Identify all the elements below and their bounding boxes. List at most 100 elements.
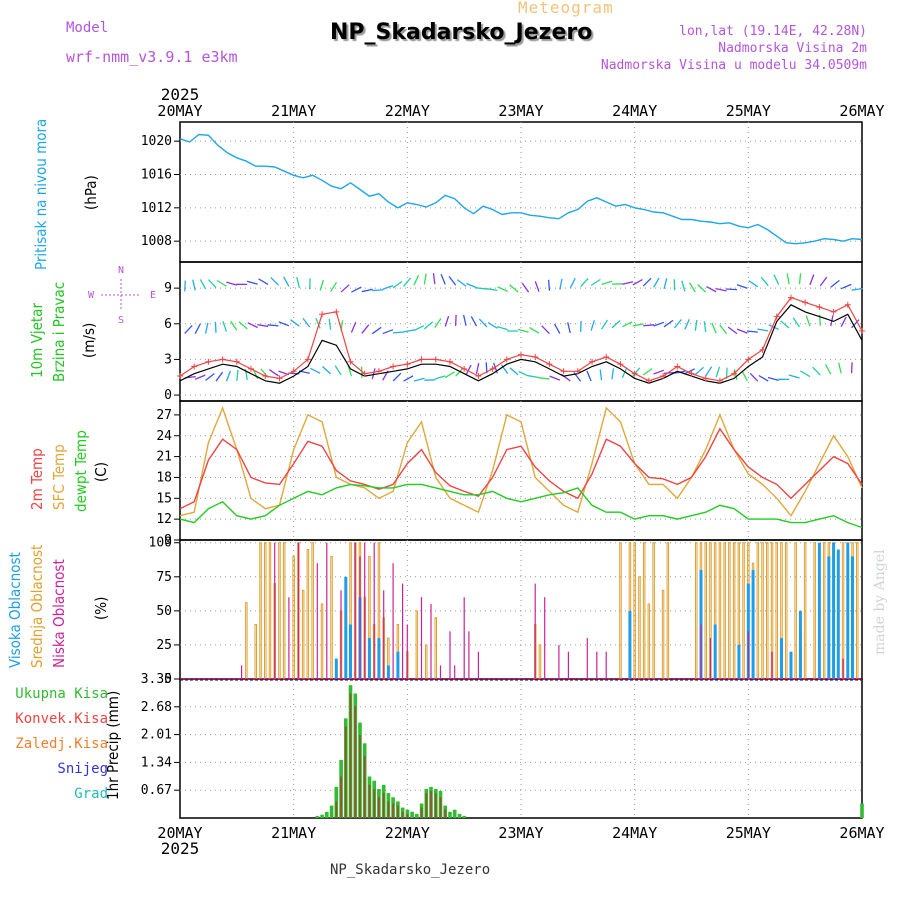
cloud-bar-high [396,651,400,679]
wind-arrow [547,279,551,291]
ytick-label-precip: 3.35 [141,672,172,687]
cloud-bar-low [544,597,546,679]
wind-gust-marker [660,373,667,380]
compass-cross [101,279,141,311]
wind-arrow [653,369,665,375]
cloud-bar-low [454,665,456,679]
wind-gust-marker [290,368,297,375]
precip-bar-total [405,809,410,818]
ytick-label-precip: 0.67 [141,783,172,798]
wind-arrow [715,287,727,292]
cloud-bar-high [367,638,371,679]
wind-arrow [382,329,394,335]
compass-e: E [150,290,156,301]
cloud-bar-mid [822,542,826,680]
wind-gust-marker [205,358,212,365]
cloud-bar-low [430,604,432,679]
wind-gust-marker [475,373,482,380]
wind-gust-marker [262,373,269,380]
cloud-bar-mid [652,542,655,680]
wind-arrow [673,319,682,329]
wind-gust-marker [716,377,723,384]
cloud-bar-low [354,542,356,679]
precip-bar-conv [434,793,437,818]
cloud-bar-low [596,651,598,679]
wind-arrow [509,367,519,376]
xtick-label-top: 22MAY [385,102,430,120]
precip-bar-conv [406,813,409,818]
wind-gust-marker [674,363,681,370]
cloud-bar-high [386,665,390,679]
cloud-bar-mid [415,610,419,680]
wind-arrow [466,282,477,289]
wind-arrow [780,320,790,329]
legend-conv-rain: Konvek.Kisa [15,711,108,727]
cloud-bar-low [605,651,607,679]
cloud-bar-mid [661,589,665,680]
cloud-bar-low [359,556,361,679]
precip-bar-conv [425,793,428,818]
wind-gust-marker [532,354,539,361]
wind-arrow [267,324,279,327]
wind-arrow [497,286,509,293]
wind-gust-marker [546,361,553,368]
ytick-label-temperature: 9 [164,533,172,548]
compass-w: W [88,290,95,301]
wind-arrow [727,326,738,335]
precip-bar-conv [344,726,347,818]
ytick-label-pressure: 1008 [141,234,172,249]
wind-arrow [340,284,350,293]
wind-arrow [350,322,357,333]
model-elevation: Nadmorska Visina u modelu 34.0509m [600,58,867,73]
cloud-bar-low [477,651,479,679]
wind-arrow [247,322,258,329]
precip-bar-conv [382,793,385,818]
wind-arrow [838,362,842,374]
wind-arrow [749,372,759,382]
wind-arrow [269,369,279,377]
wind-arrow [736,328,748,334]
xtick-label-bottom: 22MAY [385,824,430,842]
cloud-bar-mid [434,617,437,680]
wind-arrow [621,367,628,379]
wind-arrow [684,368,695,375]
wind-arrow [448,276,457,286]
wind-arrow [322,366,332,375]
ytick-label-precip: 2.68 [141,700,172,715]
cloud-bar-high [832,542,836,679]
cloud-bar-mid [766,542,769,680]
wind-arrow [681,280,686,292]
wind-gust-marker [319,311,326,318]
precip-bar-conv [401,811,404,818]
wind-arrow [599,369,603,381]
legend-hail: Grad [74,786,108,802]
ytick-label-wind: 9 [164,281,172,296]
wind-arrow [382,284,394,290]
wind-arrow [798,273,802,285]
wind-gust-marker [418,356,425,363]
wind-gust-marker [503,356,510,363]
wind-arrow [733,369,738,381]
wind-arrow [500,364,509,375]
cloud-bar-mid [254,624,257,680]
x-year-bottom: 2025 [161,839,200,858]
cloud-bar-low [586,638,588,679]
cloud-bar-high [789,651,793,679]
wind-arrow [204,322,209,334]
xtick-label-bottom: 23MAY [498,824,543,842]
wind-arrow [527,375,540,379]
wind-gust-marker [361,370,368,377]
wind-arrow [351,286,362,293]
cloud-bar-mid [306,549,310,680]
cloud-bar-high [751,570,755,679]
wind-gust-marker [702,375,709,382]
precip-bar-total [860,803,864,818]
wind-arrow [192,279,196,291]
cloud-bar-high [827,556,831,679]
xtick-label-top: 26MAY [839,102,884,120]
wind-arrow [238,321,248,330]
wind-arrow [767,376,779,382]
wind-arrow [788,374,800,379]
wind-arrow [850,362,853,374]
cloud-bar-mid [813,542,816,680]
